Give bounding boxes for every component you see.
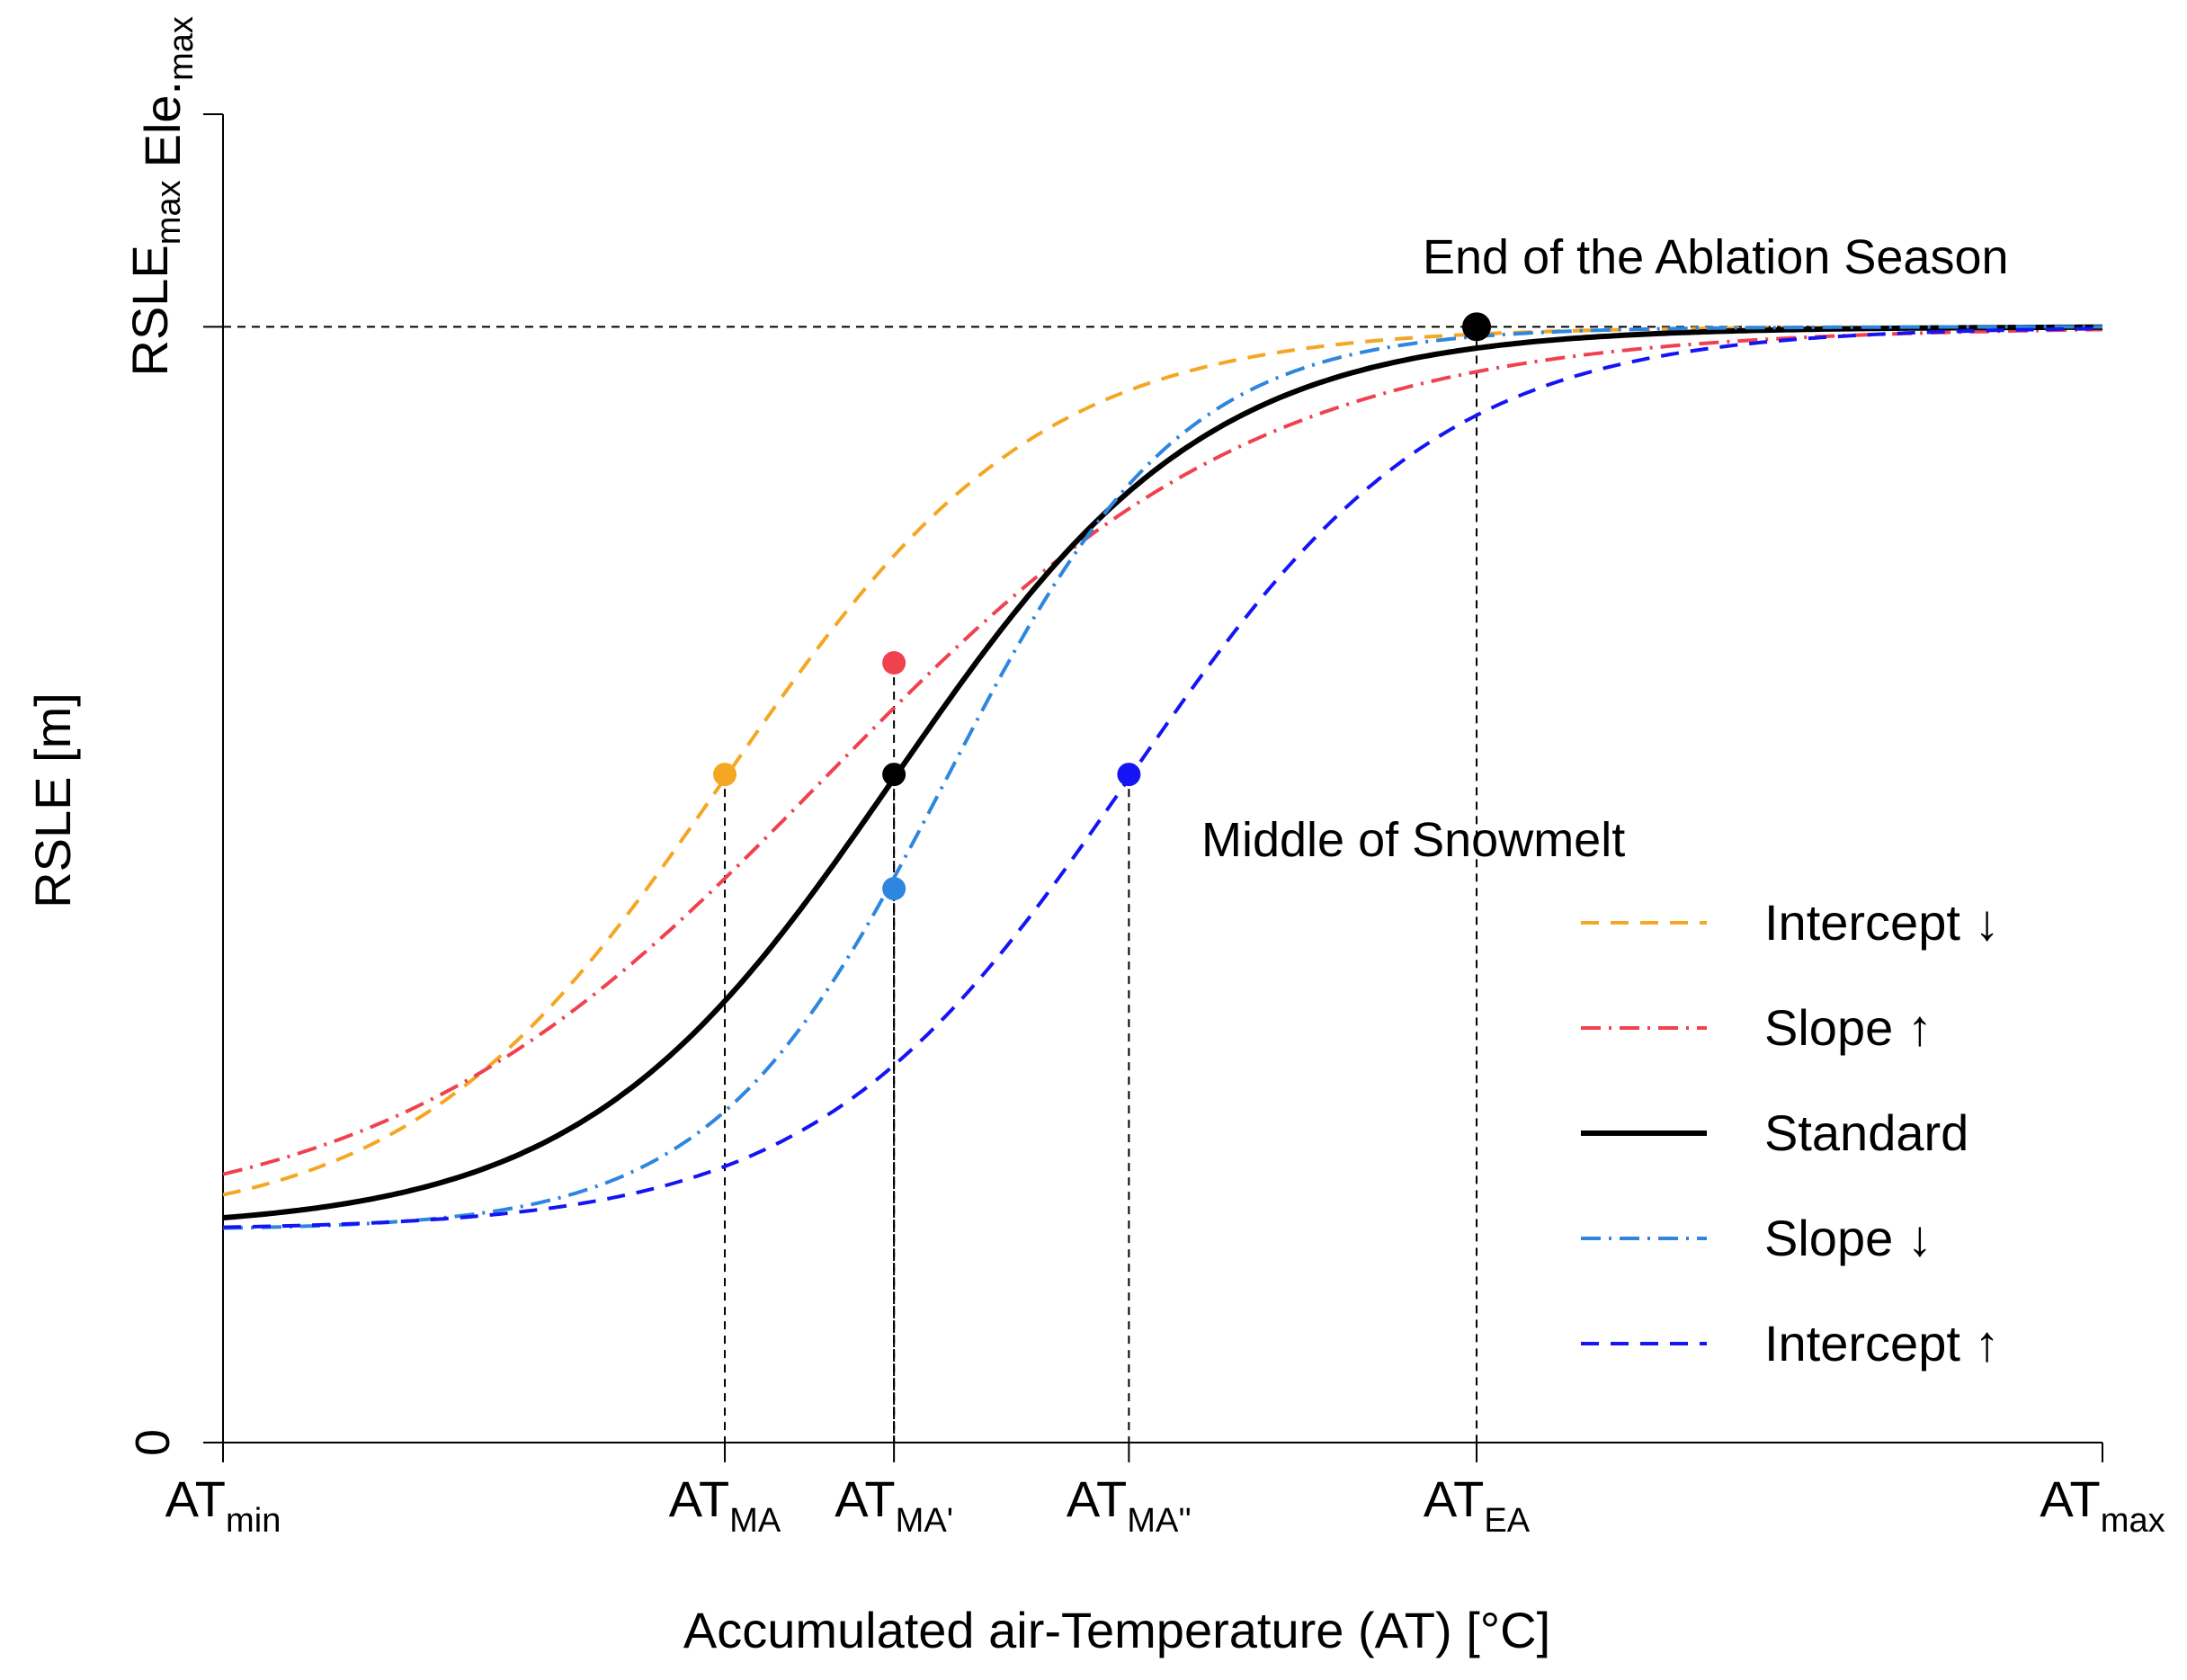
- y-ticks: 0 RSLEmaxEle.max: [121, 16, 223, 1456]
- series-line: [222, 326, 2103, 1229]
- x-tick-label: ATMA: [669, 1470, 781, 1540]
- end-point-marker: [1462, 312, 1492, 342]
- x-axis-label: Accumulated air-Temperature (AT) [°C]: [683, 1602, 1550, 1658]
- series-line: [222, 325, 2102, 1197]
- annotation-middle-of-snowmelt: Middle of Snowmelt: [1201, 813, 1625, 867]
- legend-label: Standard: [1764, 1104, 1968, 1161]
- y-tick-label: 0: [126, 1429, 180, 1456]
- series-curves: [222, 324, 2103, 1230]
- midpoint-marker: [1117, 763, 1141, 787]
- legend-label: Slope ↑: [1764, 999, 1933, 1056]
- guide-lines: [223, 326, 2102, 1443]
- legend-label: Intercept ↓: [1764, 894, 1999, 951]
- legend-label: Slope ↓: [1764, 1210, 1933, 1266]
- midpoint-marker: [882, 763, 906, 787]
- series-line: [222, 324, 2102, 1220]
- x-tick-label: ATmax: [2040, 1470, 2165, 1540]
- x-tick-label: ATEA: [1424, 1470, 1531, 1540]
- midpoint-marker: [882, 877, 906, 901]
- midpoint-markers: [713, 312, 1492, 901]
- legend: Intercept ↓ Slope ↑ Standard Slope ↓ Interce…: [1581, 894, 1999, 1372]
- x-tick-label: ATmin: [165, 1470, 281, 1540]
- legend-label: Intercept ↑: [1764, 1315, 1999, 1372]
- x-ticks: ATmin ATMA ATMA' ATMA'' ATEA ATmax: [165, 1443, 2165, 1540]
- x-tick-label: ATMA': [835, 1470, 953, 1540]
- annotation-end-of-ablation: End of the Ablation Season: [1423, 230, 2009, 284]
- series-line: [222, 325, 2102, 1230]
- y-marker-label: RSLEmaxEle.max: [121, 16, 201, 376]
- x-tick-label: ATMA'': [1067, 1470, 1192, 1540]
- y-axis-label: RSLE [m]: [24, 693, 81, 908]
- midpoint-marker: [882, 651, 906, 675]
- midpoint-marker: [713, 763, 737, 787]
- axes: [222, 114, 2102, 1443]
